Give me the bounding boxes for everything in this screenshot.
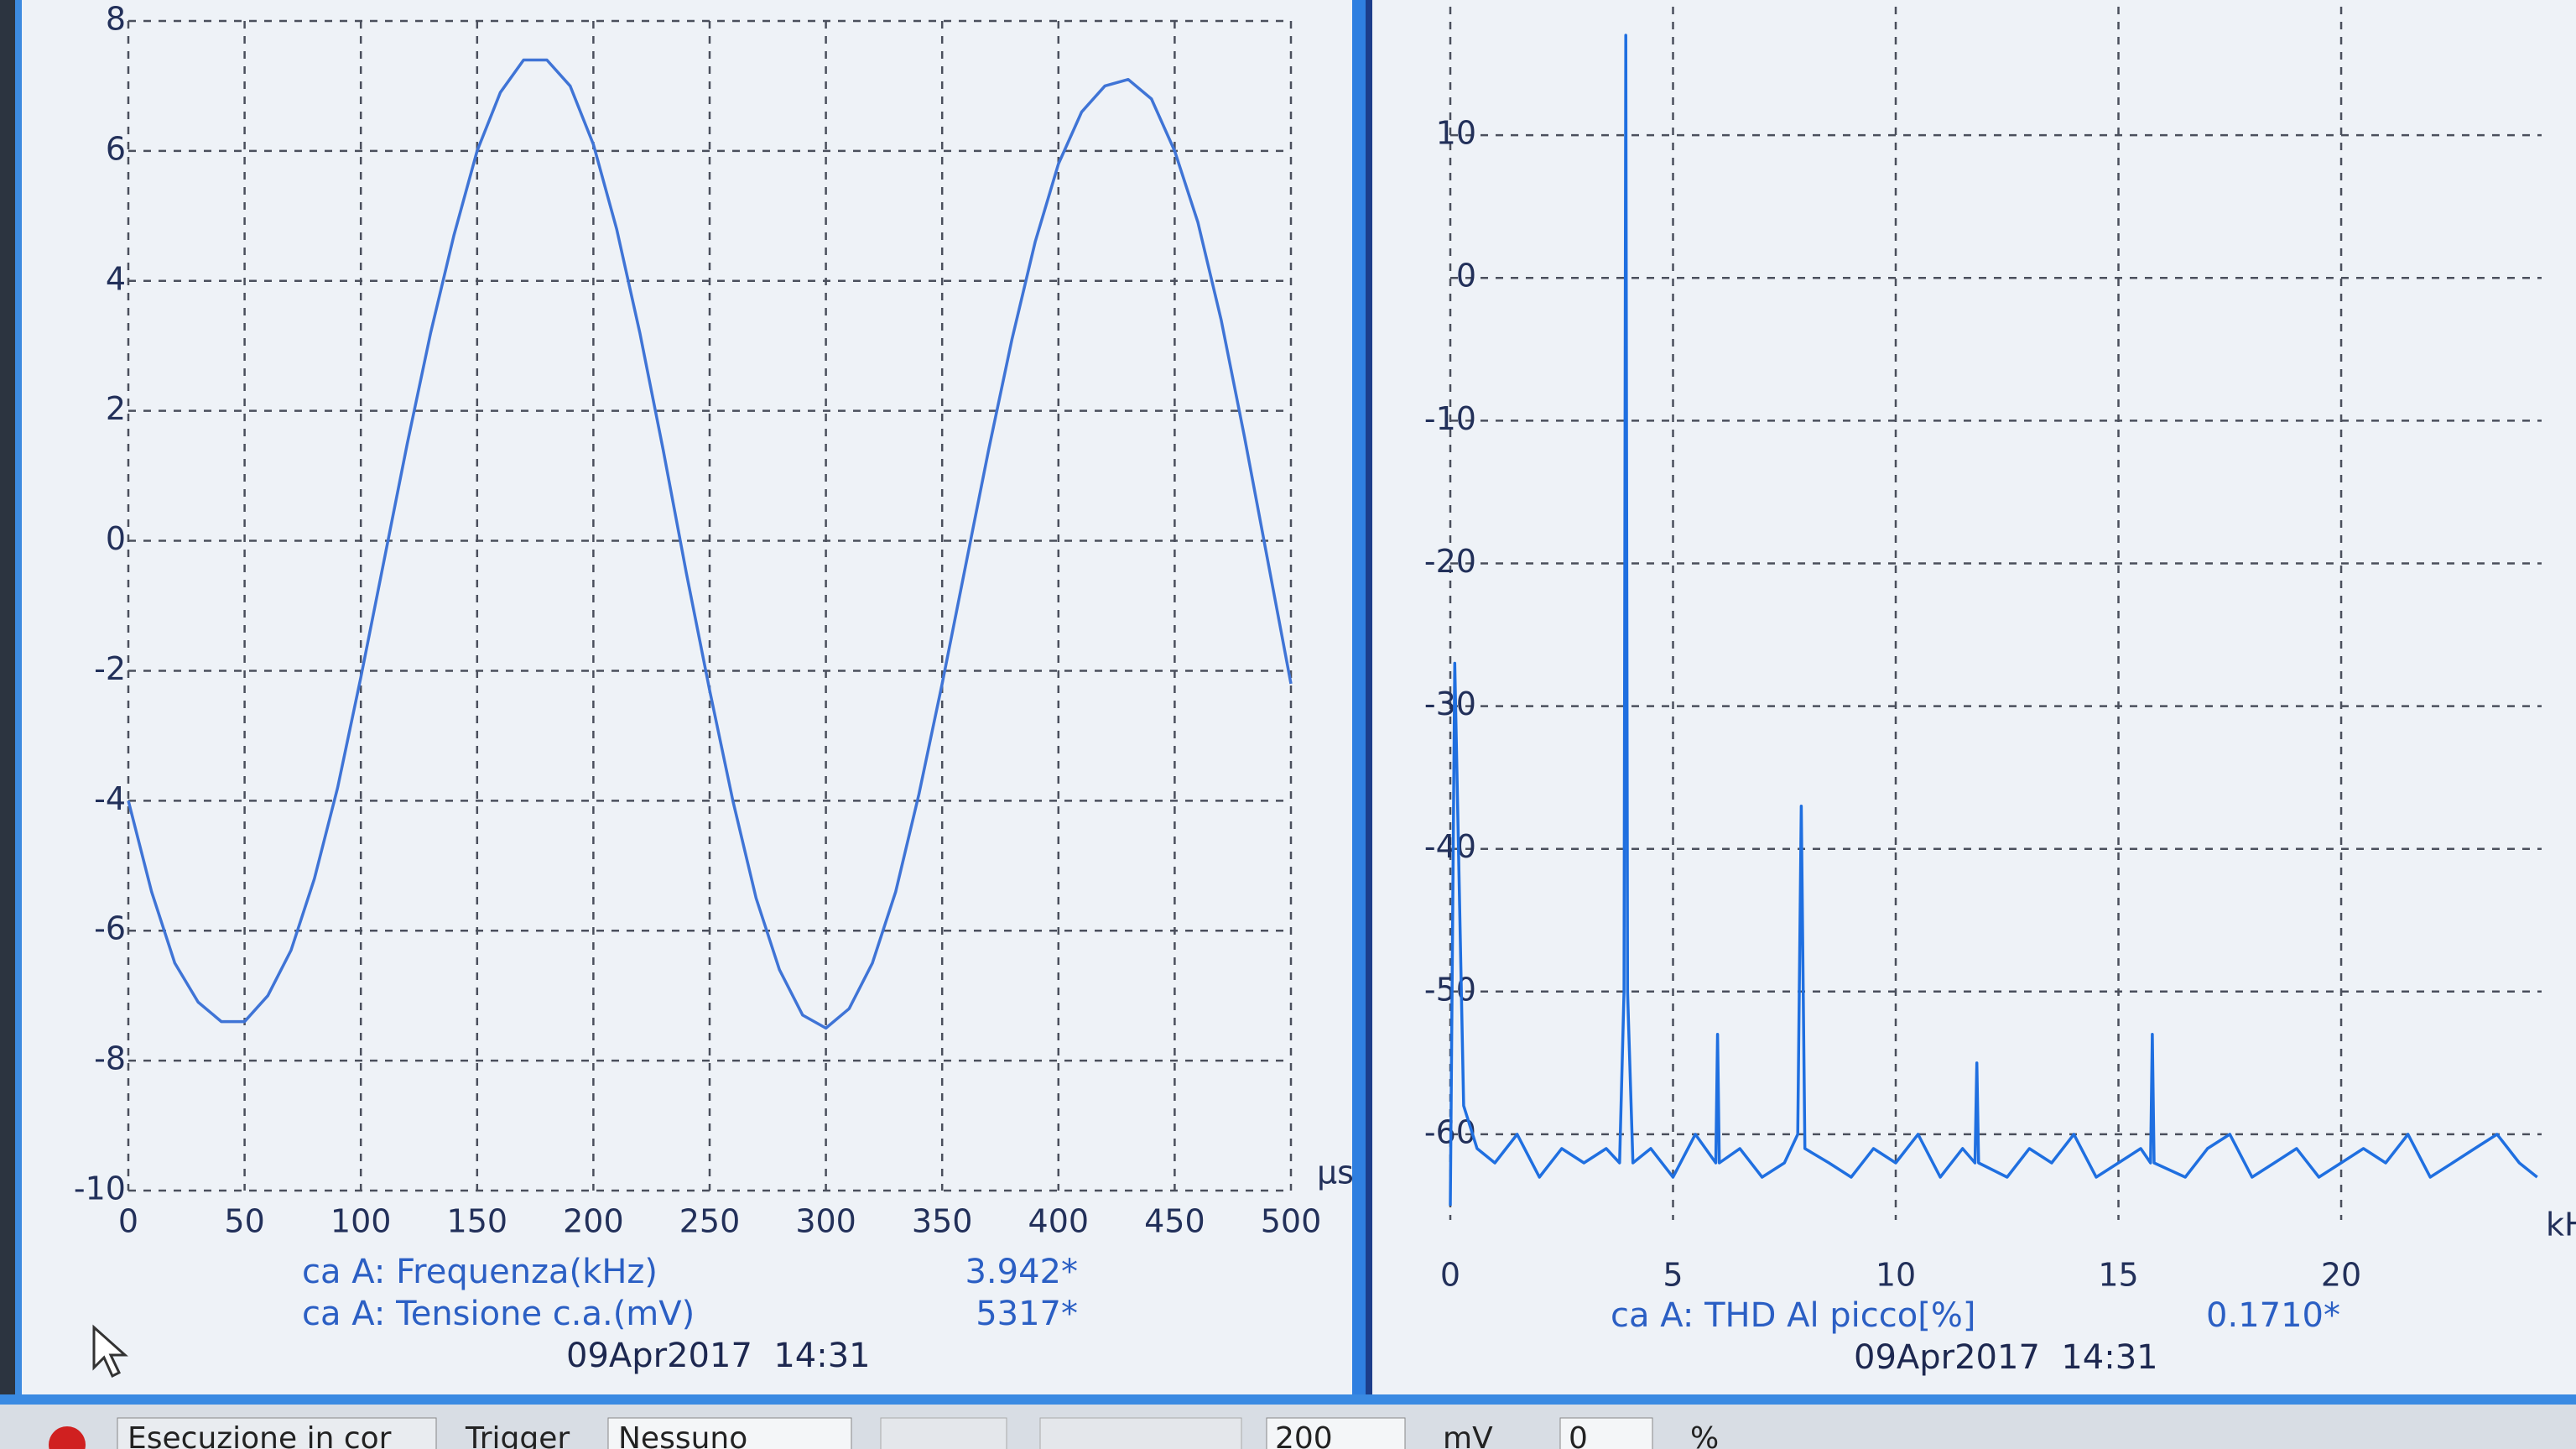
x-tick-label: 150 <box>447 1203 508 1240</box>
measurement-label: ca A: Frequenza(kHz) <box>302 1253 658 1291</box>
cursor <box>92 1324 128 1379</box>
x-tick-label: 5 <box>1663 1257 1683 1294</box>
trace <box>127 58 1293 1030</box>
x-tick-label: 250 <box>679 1203 741 1240</box>
y-tick-label: -20 <box>1424 543 1476 580</box>
timestamp: 09Apr2017 14:31 <box>566 1337 871 1375</box>
level-value: 200 <box>1275 1421 1333 1449</box>
x-tick-label: 15 <box>2098 1257 2138 1294</box>
dropdown[interactable] <box>1039 1417 1242 1449</box>
trigger-label: Trigger <box>465 1421 570 1449</box>
y-tick-label: -50 <box>1424 971 1476 1008</box>
status-field <box>117 1417 437 1449</box>
y-tick-label: -10 <box>74 1170 126 1207</box>
x-tick-label: 0 <box>1440 1257 1460 1294</box>
y-tick-label: 8 <box>106 1 126 38</box>
percent-unit: % <box>1690 1421 1719 1449</box>
x-tick-label: 300 <box>795 1203 856 1240</box>
y-tick-label: -6 <box>94 910 126 947</box>
x-tick-label: 200 <box>563 1203 624 1240</box>
x-tick-label: 50 <box>224 1203 264 1240</box>
percent-value: 0 <box>1569 1421 1588 1449</box>
measurement-label: ca A: Tensione c.a.(mV) <box>302 1295 695 1333</box>
x-tick-label: 20 <box>2321 1257 2361 1294</box>
y-tick-label: 0 <box>1456 258 1476 294</box>
left-edge <box>0 0 15 1401</box>
level-unit: mV <box>1443 1421 1493 1449</box>
measurement-value: 0.1710* <box>2206 1296 2340 1335</box>
x-tick-label: 400 <box>1028 1203 1090 1240</box>
divider <box>1352 0 1366 1401</box>
y-tick-label: 0 <box>106 520 126 557</box>
measurement-label: ca A: THD Al picco[%] <box>1611 1296 1975 1335</box>
level-input[interactable] <box>1266 1417 1406 1449</box>
timestamp: 09Apr2017 14:31 <box>1854 1338 2158 1377</box>
trace <box>1449 34 2538 1207</box>
stop-button[interactable] <box>49 1426 86 1449</box>
trigger-value: Nessuno <box>618 1421 747 1449</box>
dropdown[interactable] <box>880 1417 1007 1449</box>
y-tick-label: 6 <box>106 130 126 167</box>
x-tick-label: 450 <box>1144 1203 1205 1240</box>
left-border <box>15 0 22 1401</box>
y-tick-label: -4 <box>94 780 126 817</box>
x-tick-label: 10 <box>1876 1257 1916 1294</box>
y-tick-label: -40 <box>1424 828 1476 865</box>
measurement-value: 3.942* <box>965 1253 1078 1291</box>
x-tick-label: 0 <box>118 1203 138 1240</box>
status-text: Esecuzione in cor <box>127 1421 392 1449</box>
x-tick-label: 500 <box>1261 1203 1322 1240</box>
y-tick-label: 10 <box>1436 115 1476 152</box>
y-tick-label: 2 <box>106 390 126 427</box>
y-tick-label: -30 <box>1424 685 1476 722</box>
bottom-border <box>0 1394 2576 1405</box>
y-tick-label: -10 <box>1424 400 1476 437</box>
percent-input[interactable] <box>1559 1417 1653 1449</box>
x-axis-unit: µs <box>1317 1155 1354 1191</box>
y-tick-label: -8 <box>94 1040 126 1077</box>
trigger-select[interactable] <box>607 1417 852 1449</box>
divider-shade <box>1366 0 1372 1401</box>
measurement-value: 5317* <box>976 1295 1078 1333</box>
x-tick-label: 100 <box>330 1203 392 1240</box>
y-tick-label: 4 <box>106 260 126 297</box>
x-axis-unit: kH <box>2546 1207 2576 1243</box>
y-tick-label: -2 <box>94 650 126 687</box>
x-tick-label: 350 <box>912 1203 973 1240</box>
